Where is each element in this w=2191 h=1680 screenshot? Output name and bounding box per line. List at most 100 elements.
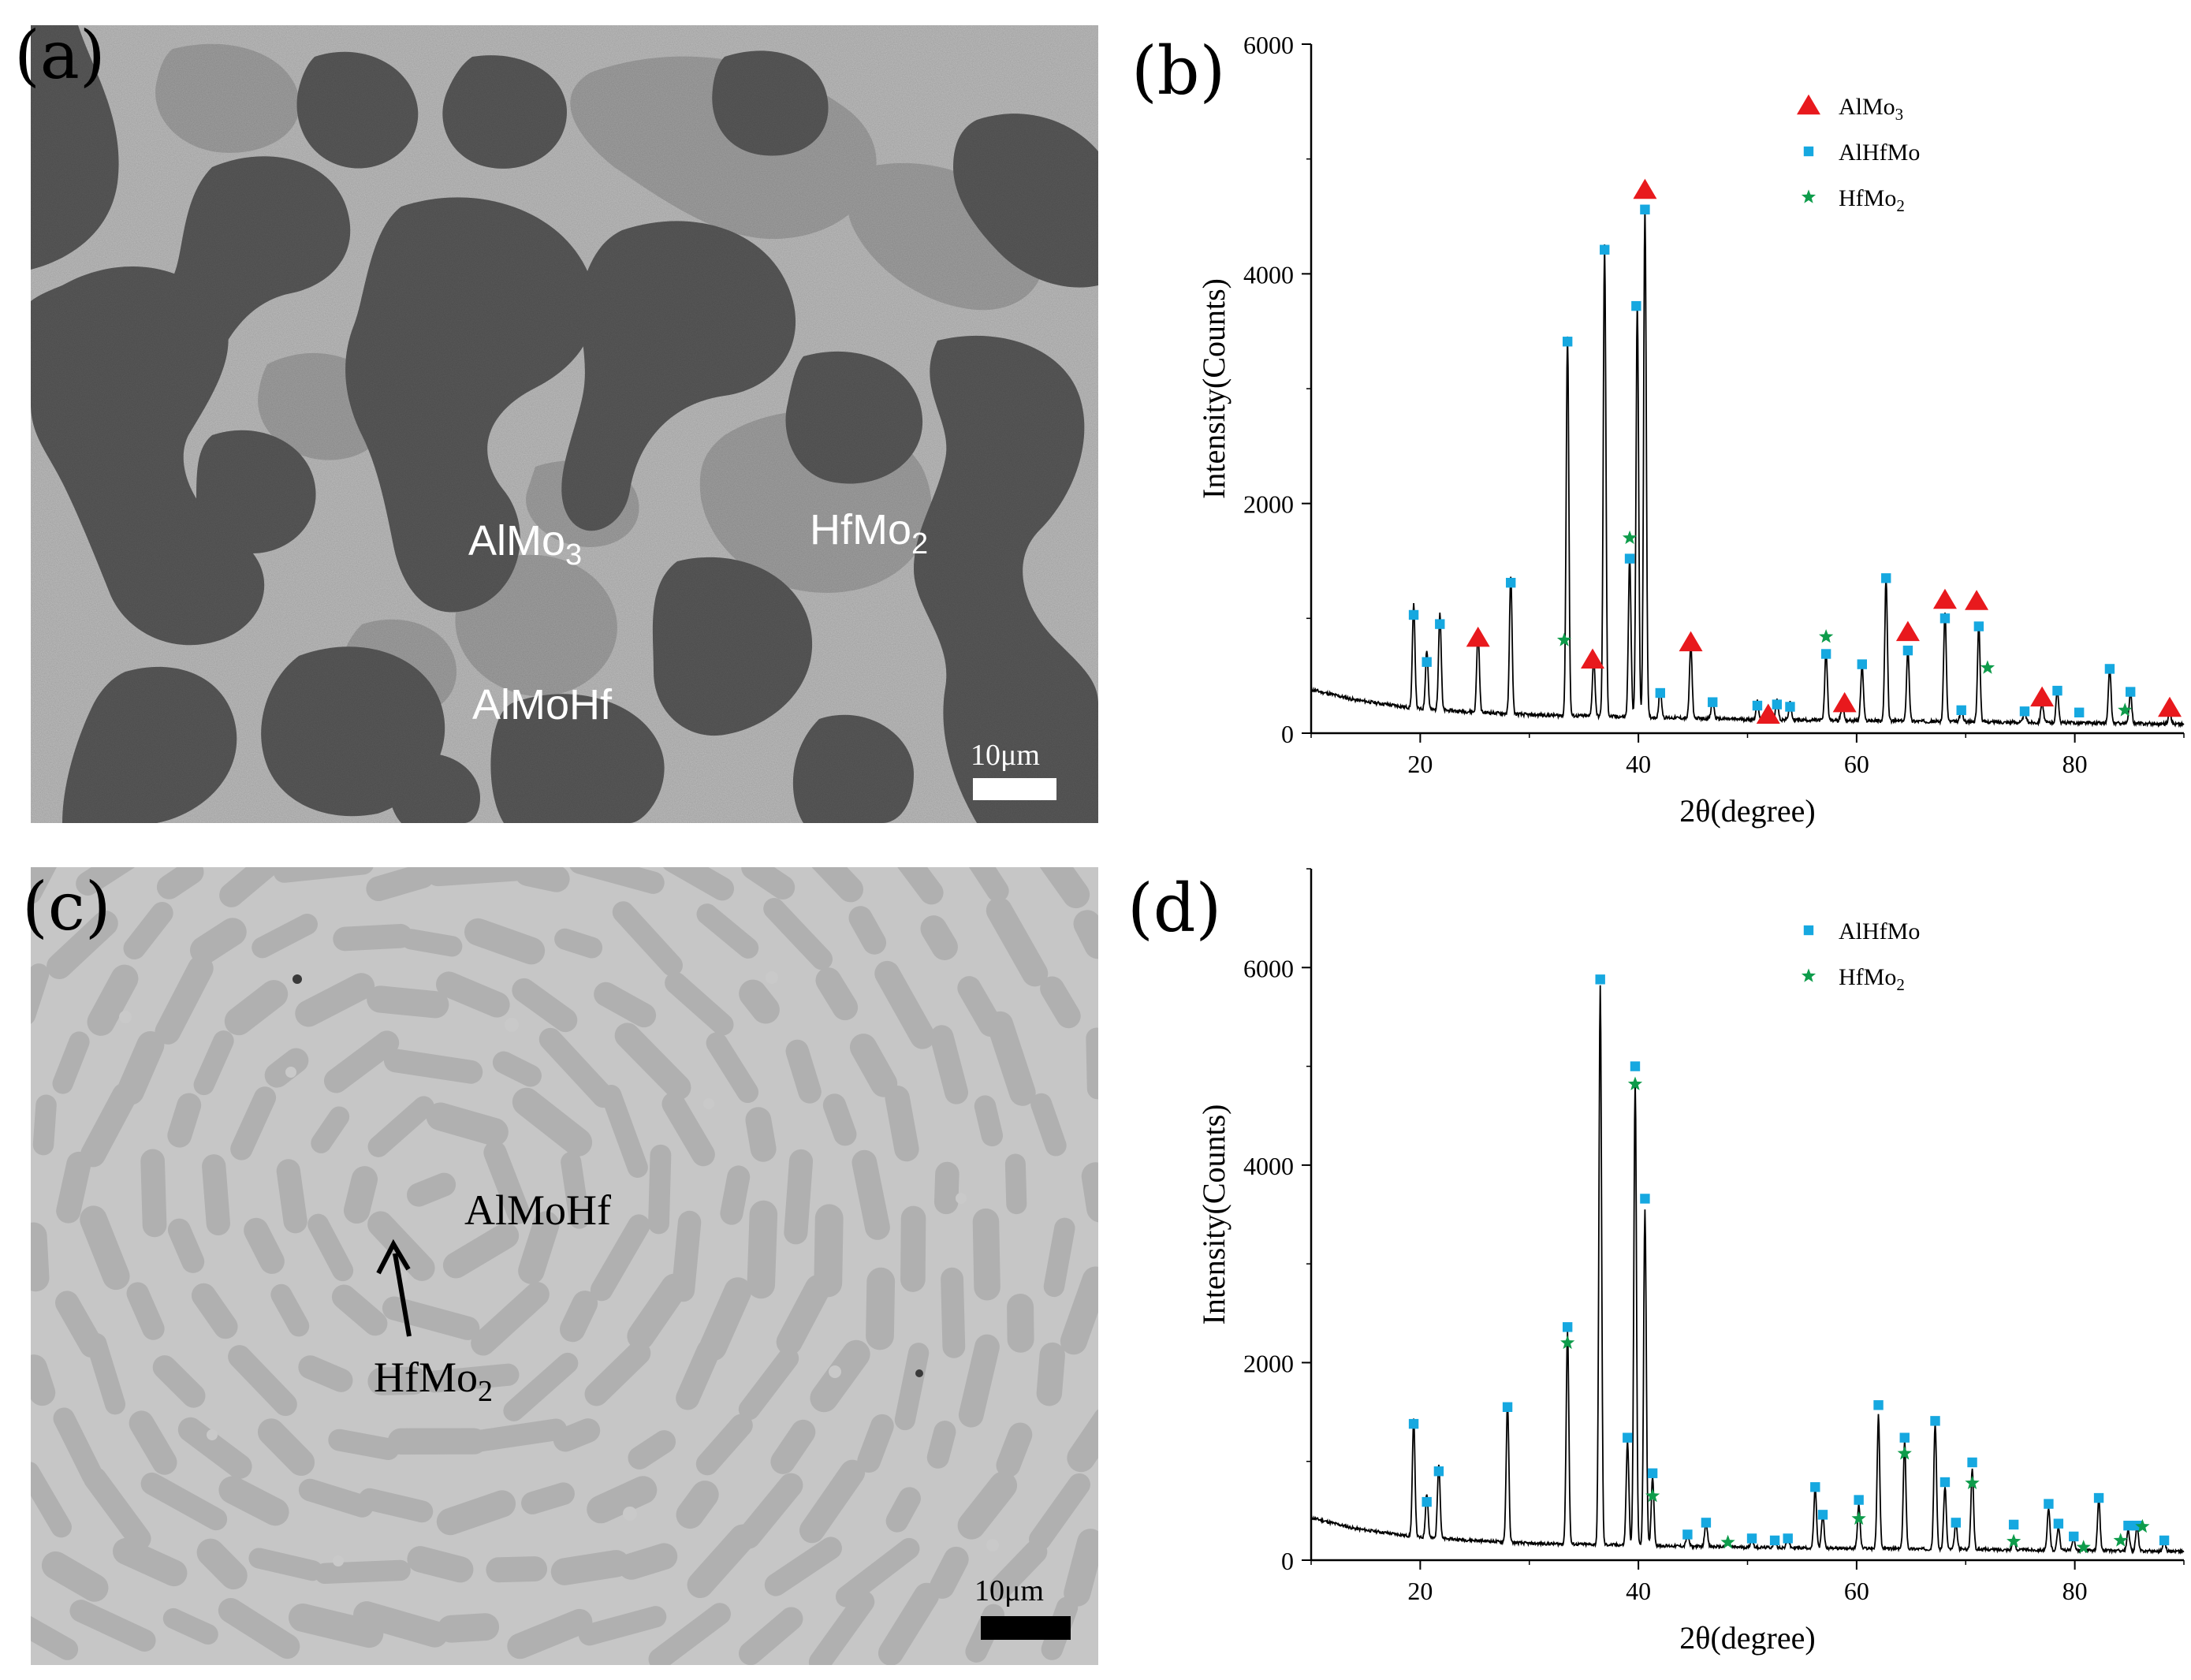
alhfmo-peak-marker	[1422, 1496, 1432, 1507]
hfmo2-lamella	[889, 867, 944, 905]
x-tick-label: 40	[1626, 1577, 1651, 1605]
hfmo2-lamella	[298, 1478, 374, 1518]
hfmo2-lamella	[276, 1159, 307, 1234]
hfmo2-lamella	[784, 1149, 814, 1245]
hfmo2-lamella	[900, 1205, 926, 1292]
hfmo2-lamella	[406, 1172, 456, 1207]
alhfmo-peak-marker	[1769, 1535, 1780, 1546]
alhfmo-peak-marker	[1408, 1418, 1419, 1429]
hfmo2-lamella	[514, 867, 570, 892]
hfmo2-lamella	[561, 1152, 590, 1229]
alhfmo-peak-marker	[1422, 657, 1432, 667]
alhfmo-peak-marker	[1820, 649, 1831, 659]
alhfmo-peak-marker	[1772, 699, 1783, 710]
hfmo2-lamella	[423, 1363, 520, 1393]
hfmo2-lamella	[270, 1283, 310, 1337]
alhfmo-peak-marker	[1647, 1468, 1658, 1478]
hfmo2-peak-marker	[2007, 1533, 2021, 1548]
hfmo2-lamella	[739, 1607, 803, 1665]
hfmo2-lamella	[584, 1341, 651, 1406]
alhfmo-peak-marker	[1857, 659, 1867, 669]
hfmo2-lamella	[244, 1217, 285, 1274]
alhfmo-peak-marker	[1502, 1402, 1513, 1413]
hfmo2-lamella	[1040, 976, 1081, 1029]
hfmo2-lamella	[810, 1339, 870, 1413]
hfmo2-lamella	[957, 1471, 1018, 1540]
hfmo2-lamella	[367, 1211, 435, 1281]
hfmo2-lamella	[661, 1092, 715, 1167]
hfmo2-lamella	[628, 1430, 676, 1470]
almo3-peak-marker	[1466, 626, 1490, 647]
hfmo2-lamella	[920, 915, 958, 960]
hfmo2-lamella	[885, 1487, 921, 1533]
alhfmo-peak-marker	[1631, 300, 1641, 311]
alhfmo-peak-marker	[1433, 1466, 1444, 1477]
hfmo2-lamella	[894, 1343, 930, 1431]
micrograph-a-image: AlMo3 HfMo2 AlMoHf 10μm	[31, 25, 1098, 823]
hfmo2-lamella	[930, 1025, 969, 1104]
hfmo2-lamella	[720, 1165, 751, 1225]
phase-label-almo3: AlMo3	[468, 517, 582, 572]
hfmo2-lamella	[435, 971, 510, 1018]
hfmo2-lamella	[835, 1537, 920, 1607]
hfmo2-lamella	[627, 1273, 688, 1350]
hfmo2-lamella	[822, 1093, 857, 1146]
micrograph-c-image: AlMoHf HfMo2 10μm	[31, 867, 1098, 1665]
hfmo2-lamella	[1067, 1406, 1098, 1473]
hfmo2-lamella	[612, 901, 683, 977]
hfmo2-lamella	[87, 964, 139, 1036]
almo3-peak-marker	[1932, 588, 1957, 609]
hfmo2-lamella	[140, 1149, 167, 1238]
hfmo2-lamella	[52, 1031, 90, 1094]
y-tick-label: 2000	[1243, 490, 1294, 519]
alhfmo-peak-marker	[1640, 204, 1650, 214]
scale-bar-a	[973, 778, 1056, 800]
hfmo2-lamella	[156, 867, 204, 900]
hfmo2-lamella	[706, 1032, 759, 1104]
hfmo2-lamella	[518, 1211, 560, 1284]
hfmo2-lamella	[328, 1429, 400, 1460]
scale-label-a: 10μm	[971, 739, 1040, 772]
almo3-peak-marker	[2030, 686, 2055, 707]
hfmo2-lamella	[648, 1144, 672, 1235]
hfmo2-lamella	[785, 1039, 822, 1104]
hfmo2-peak-marker	[2118, 702, 2133, 717]
hfmo2-lamella	[512, 978, 578, 1033]
hfmo2-lamella	[764, 1537, 842, 1596]
hfmo2-lamella	[31, 963, 50, 1026]
hfmo2-lamella	[695, 1414, 753, 1476]
alhfmo-peak-marker	[1746, 1533, 1757, 1544]
hfmo2-lamella	[140, 1472, 228, 1531]
hfmo2-lamella	[617, 1543, 678, 1580]
hfmo2-lamella	[167, 1093, 202, 1148]
hfmo2-lamella	[796, 867, 863, 903]
hfmo2-peak-marker	[1627, 1076, 1643, 1090]
hfmo2-lamella	[80, 1205, 130, 1291]
x-tick-label: 80	[2062, 750, 2088, 778]
hfmo2-lamella	[1036, 1342, 1065, 1406]
alhfmo-peak-marker	[1939, 613, 1951, 624]
alhfmo-peak-marker	[2053, 1518, 2064, 1529]
x-tick-label: 60	[1844, 1577, 1869, 1605]
y-axis-label: Intensity(Counts)	[1196, 278, 1232, 499]
hfmo2-lamella	[307, 1213, 354, 1282]
almo3-peak-marker	[1756, 703, 1780, 724]
hfmo2-peak-marker	[1560, 1335, 1575, 1350]
hfmo2-lamella	[926, 1421, 956, 1469]
alhfmo-peak-marker	[1701, 1518, 1712, 1528]
hfmo2-peak-marker	[1965, 1475, 1980, 1489]
hfmo2-lamella	[31, 867, 59, 905]
alhfmo-peak-marker	[1951, 1518, 1961, 1528]
legend-label: HfMo2	[1839, 185, 1905, 215]
hfmo2-lamella	[471, 1282, 550, 1356]
hfmo2-lamella	[958, 1334, 1000, 1428]
hfmo2-peak-marker	[1622, 530, 1638, 545]
hfmo2-lamella	[218, 1476, 289, 1526]
hfmo2-lamella	[152, 1355, 206, 1408]
hfmo2-lamella	[230, 1086, 277, 1160]
legend-label: AlMo3	[1839, 94, 1903, 124]
alhfmo-peak-marker	[1930, 1416, 1940, 1426]
phase-label-almohf: AlMoHf	[472, 681, 613, 728]
y-axis-label: Intensity(Counts)	[1196, 1104, 1232, 1325]
hfmo2-lamella	[857, 1414, 894, 1473]
